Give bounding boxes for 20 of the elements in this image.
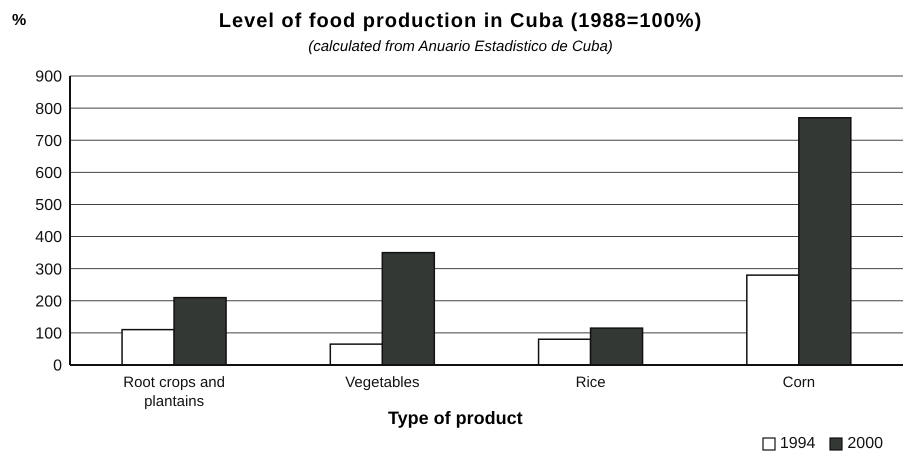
x-axis-title: Type of product bbox=[388, 408, 523, 429]
y-tick-label: 300 bbox=[35, 261, 62, 278]
x-tick-label: Corn bbox=[782, 374, 816, 391]
y-tick-label: 0 bbox=[53, 358, 62, 375]
y-tick-label: 900 bbox=[35, 68, 62, 86]
y-tick-label: 700 bbox=[35, 132, 62, 150]
y-tick-label: 100 bbox=[35, 326, 62, 343]
y-tick-label: 200 bbox=[35, 293, 62, 310]
legend-label: 1994 bbox=[780, 435, 816, 453]
chart-subtitle: (calculated from Anuario Estadistico de Cuba) bbox=[307, 38, 614, 55]
y-tick-label: 600 bbox=[35, 165, 62, 182]
y-tick-label: 500 bbox=[35, 197, 62, 214]
legend-label: 2000 bbox=[847, 435, 883, 453]
y-tick-label: 400 bbox=[35, 229, 62, 246]
y-tick-label: 800 bbox=[35, 100, 62, 118]
x-tick-label: Root crops and plantains bbox=[123, 374, 225, 410]
y-axis-title: % bbox=[12, 12, 26, 30]
x-tick-label: Vegetables bbox=[345, 374, 420, 391]
chart-title: Level of food production in Cuba (1988=100%) bbox=[218, 10, 702, 32]
x-tick-label: Rice bbox=[576, 374, 606, 391]
